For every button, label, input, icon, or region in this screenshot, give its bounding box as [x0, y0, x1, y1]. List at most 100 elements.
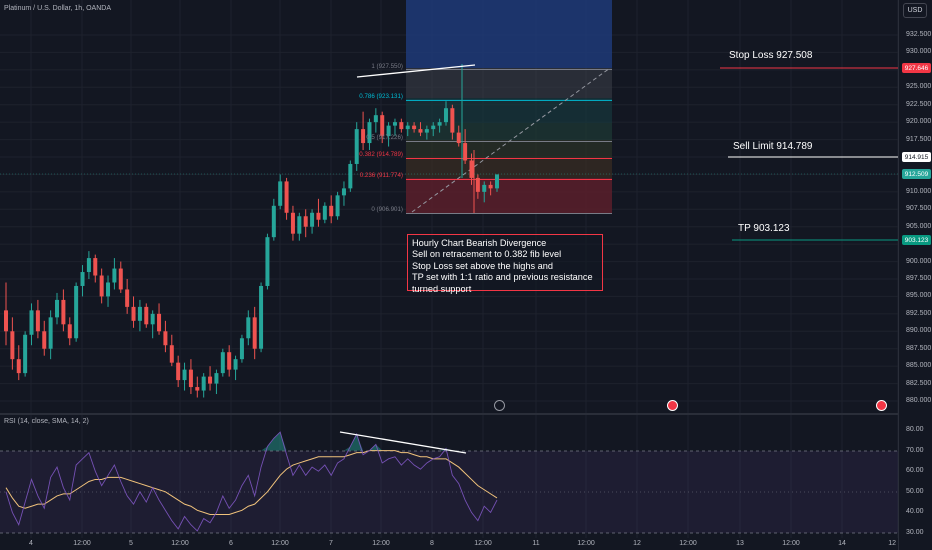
candle [252, 317, 257, 349]
candle [61, 299, 66, 325]
news-flag-icon[interactable] [667, 400, 678, 411]
candle [176, 362, 181, 381]
time-tick: 6 [229, 540, 233, 547]
candle [367, 122, 372, 144]
candle [399, 122, 404, 130]
sell-limit-price-tag: 914.915 [902, 152, 931, 162]
news-flag-icon-2[interactable] [876, 400, 887, 411]
current-price-tag: 912.509 [902, 169, 931, 179]
candle [201, 376, 206, 391]
candle [112, 268, 117, 283]
stop-zone [406, 0, 612, 68]
rsi-ma-line [5, 450, 498, 515]
candle [42, 331, 47, 349]
candle [361, 129, 366, 144]
candle [348, 163, 353, 189]
candle [469, 160, 474, 178]
fib-band-5 [406, 157, 612, 178]
candle [335, 195, 340, 217]
dividend-event-icon[interactable] [494, 400, 505, 411]
currency-button[interactable]: USD [903, 3, 927, 18]
rsi-tick: 60.00 [906, 467, 924, 475]
candle [380, 115, 385, 137]
target-zone [406, 178, 612, 213]
candle [16, 359, 21, 374]
stop-loss-label[interactable]: Stop Loss 927.508 [729, 50, 813, 61]
candle [303, 216, 308, 227]
candle [431, 125, 436, 130]
fib-trend-line [411, 67, 611, 213]
price-tick: 907.500 [906, 205, 932, 213]
sell-limit-label[interactable]: Sell Limit 914.789 [733, 141, 813, 152]
fib-level-label: 0.5 (917.226) [366, 134, 403, 142]
candle [23, 334, 28, 374]
candle [144, 306, 149, 325]
rsi-title[interactable]: RSI (14, close, SMA, 14, 2) [4, 418, 89, 425]
time-tick: 12:00 [474, 540, 492, 547]
fib-level-label: 0.382 (914.789) [359, 151, 403, 159]
note-line: Sell on retracement to 0.382 fib level [412, 249, 562, 260]
price-axis[interactable] [898, 0, 932, 550]
candle [239, 338, 244, 360]
price-tick: 897.500 [906, 275, 932, 282]
fib-level-label: 1 (927.550) [371, 62, 403, 70]
rsi-line [5, 431, 498, 532]
take-profit-price-tag: 903.123 [902, 235, 931, 245]
candle [118, 268, 123, 290]
fib-level-label: 0.236 (911.774) [359, 172, 403, 180]
rsi-tick: 50.00 [906, 487, 924, 495]
price-tick: 920.000 [906, 118, 932, 126]
rsi-tick: 40.00 [906, 508, 924, 516]
candle [463, 143, 468, 161]
candle [246, 317, 251, 339]
candle [278, 181, 283, 206]
time-tick: 12:00 [577, 540, 595, 547]
price-tick: 917.500 [906, 135, 932, 143]
candle [265, 237, 270, 286]
price-tick: 892.500 [906, 309, 932, 317]
candle [48, 317, 53, 349]
time-tick: 12:00 [171, 540, 189, 547]
time-tick: 12:00 [73, 540, 91, 547]
candle [10, 331, 15, 360]
price-tick: 895.000 [906, 292, 932, 300]
symbol-title[interactable]: Platinum / U.S. Dollar, 1h, OANDA [4, 5, 111, 12]
price-tick: 910.000 [906, 187, 932, 195]
take-profit-label[interactable]: TP 903.123 [738, 223, 790, 234]
time-tick: 14 [838, 540, 846, 547]
price-tick: 880.000 [906, 397, 932, 404]
price-tick: 925.000 [906, 83, 932, 91]
price-candles [4, 101, 499, 398]
candle [456, 132, 461, 144]
price-tick: 887.500 [906, 344, 932, 352]
candle [86, 258, 91, 273]
candle [488, 184, 493, 189]
candle [392, 122, 397, 126]
fib-band-2 [406, 98, 612, 123]
rsi-tick: 70.00 [906, 446, 924, 454]
candle [482, 184, 487, 192]
fib-band-1 [406, 68, 612, 98]
time-tick: 12 [633, 540, 641, 547]
candle [195, 387, 200, 391]
candle [163, 331, 168, 346]
time-tick: 7 [329, 540, 333, 547]
candle [354, 129, 359, 164]
candle [437, 122, 442, 126]
candle [137, 306, 142, 321]
stop-loss-price-tag: 927.646 [902, 63, 931, 73]
candle [125, 289, 130, 307]
price-tick: 900.000 [906, 257, 932, 265]
candle [495, 174, 499, 189]
candle [220, 352, 225, 374]
candle [443, 108, 448, 123]
price-tick: 882.500 [906, 379, 932, 387]
candle [131, 306, 136, 321]
candle [99, 275, 104, 297]
candle [424, 129, 429, 133]
price-tick: 885.000 [906, 362, 932, 370]
candle [373, 115, 378, 123]
rsi-tick: 30.00 [906, 529, 924, 536]
analysis-note[interactable]: Hourly Chart Bearish Divergence Sell on … [407, 234, 603, 294]
